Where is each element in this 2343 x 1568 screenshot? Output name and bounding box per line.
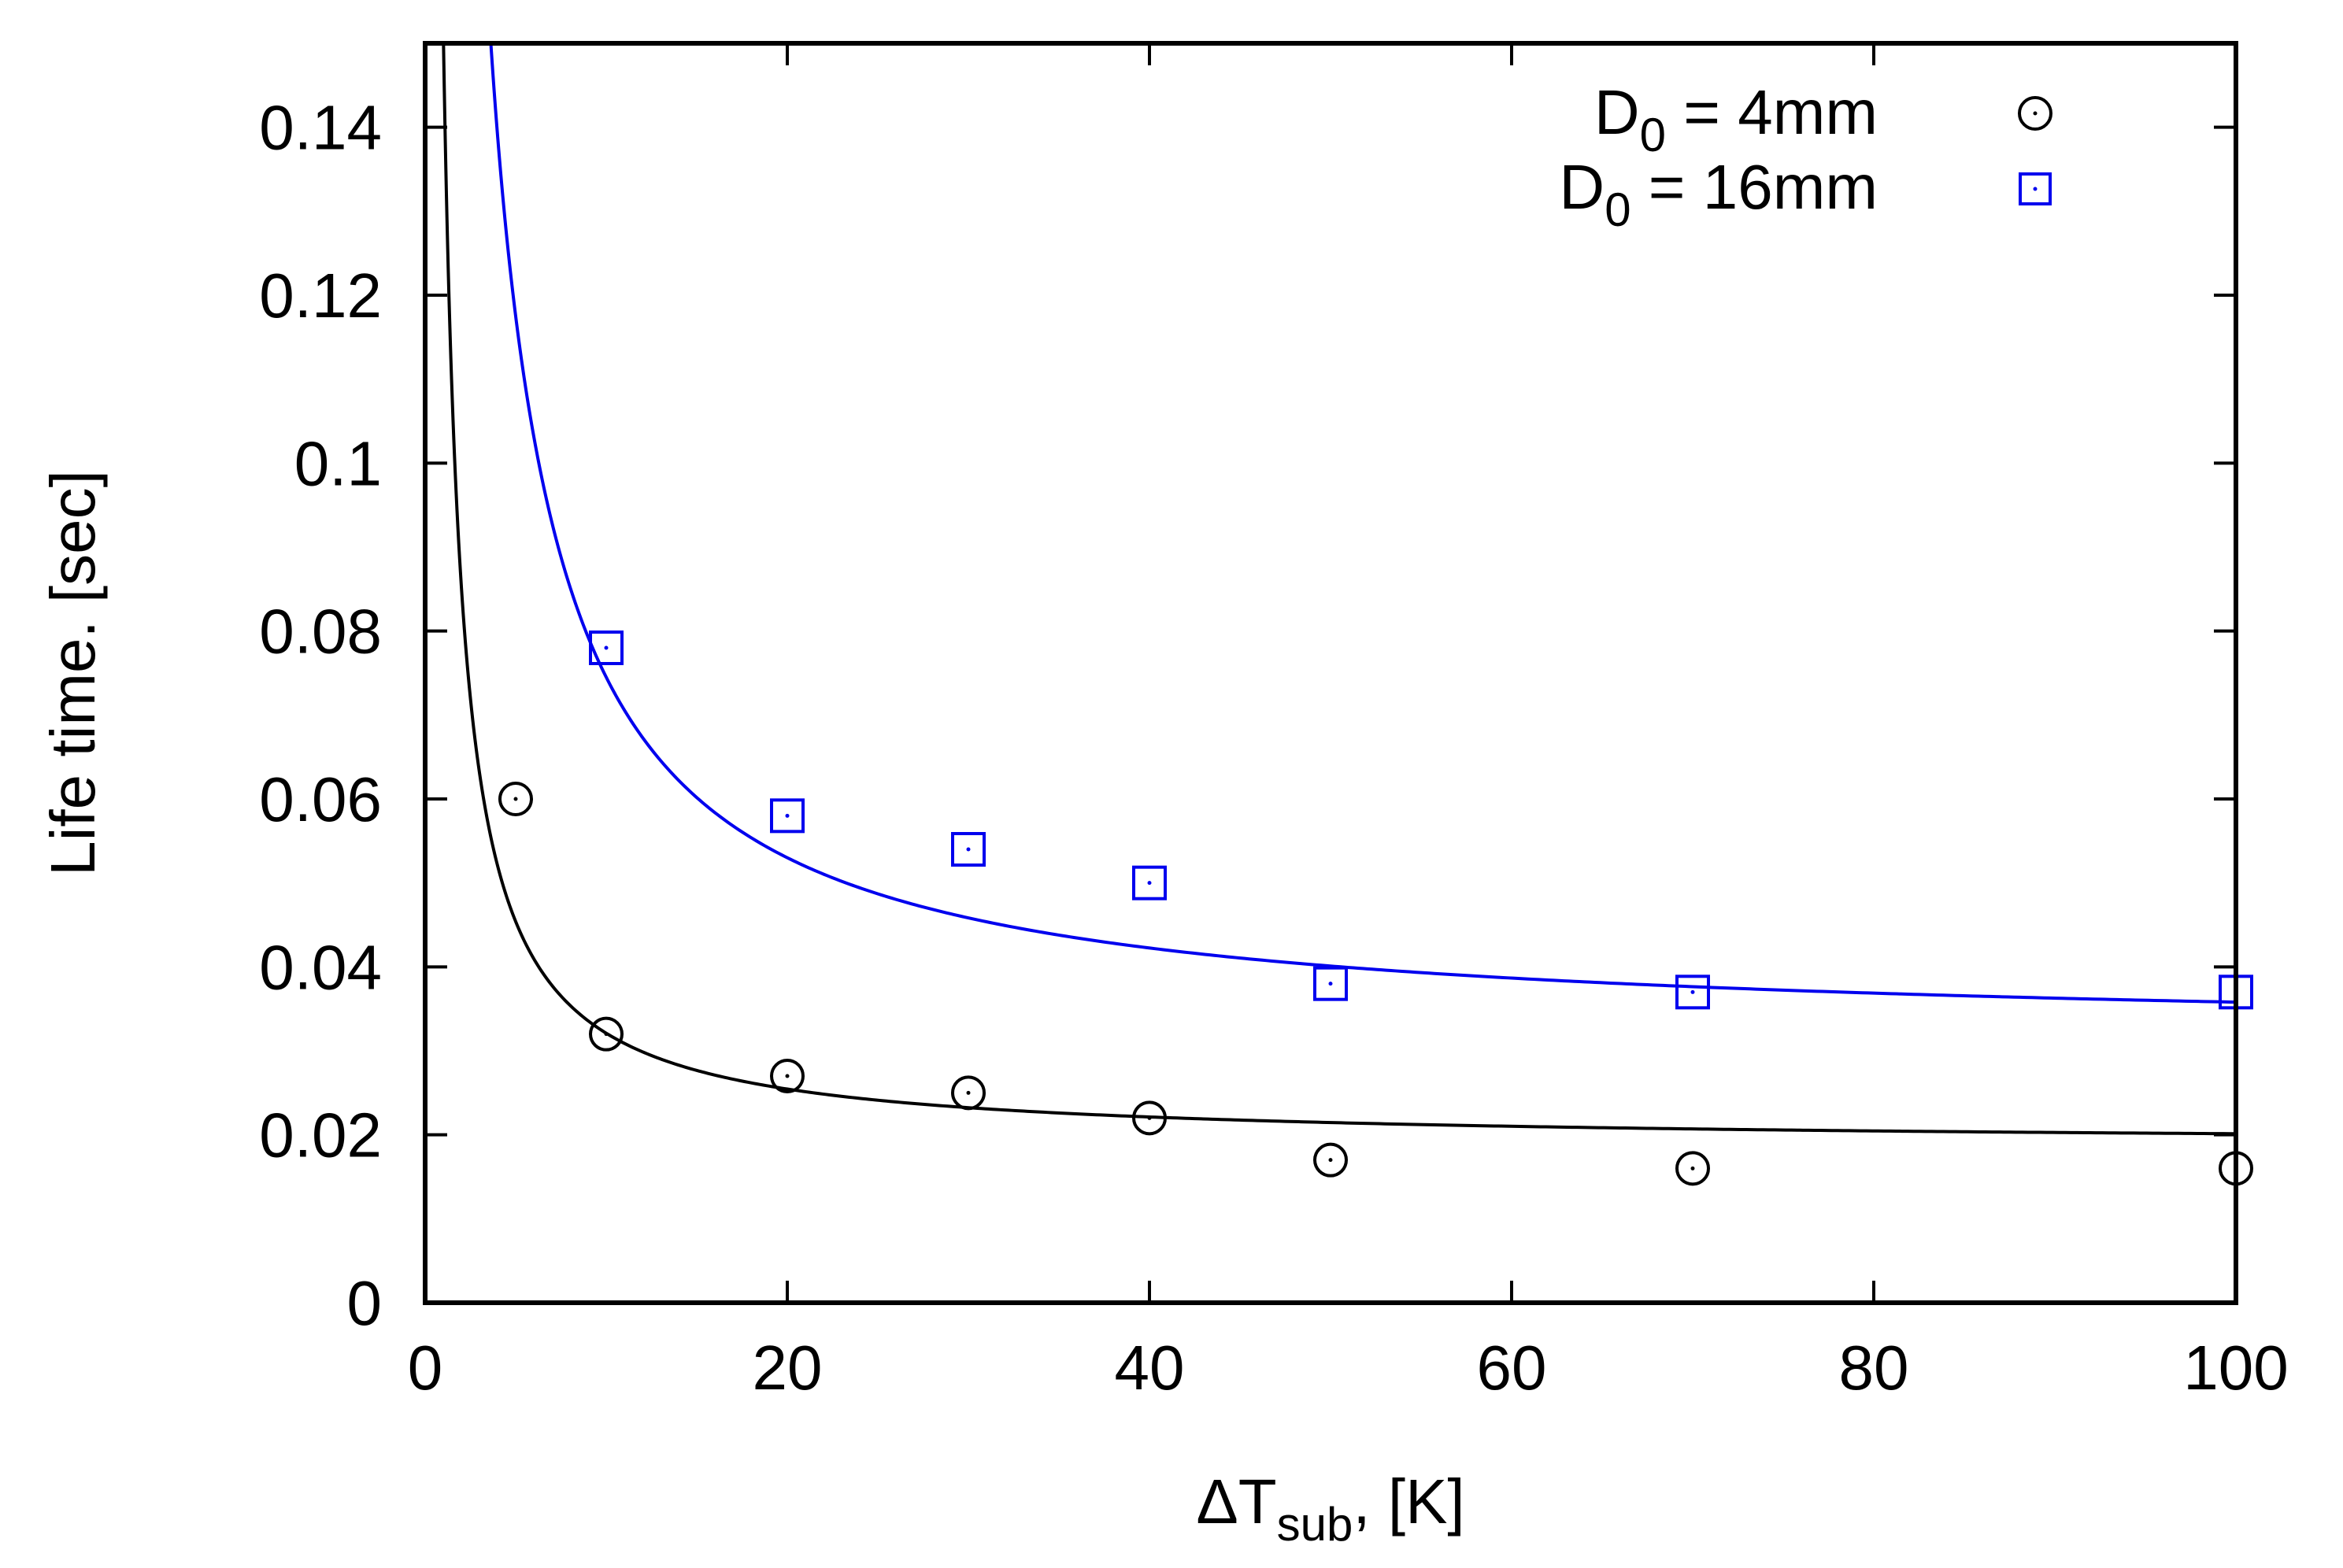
x-tick-label: 80 [1839,1333,1909,1403]
data-point-center-4mm [1147,1115,1152,1120]
legend-marker-4mm-dot [2033,111,2038,116]
x-tick-labels: 0 20 40 60 80 100 [408,1333,2289,1403]
y-tick-label: 0.1 [294,428,382,498]
data-point-center-16mm [785,813,790,818]
data-point-center-4mm [1690,1166,1695,1170]
x-tick-label: 60 [1477,1333,1547,1403]
data-point-center-16mm [966,847,971,852]
y-axis-label: Life time. [sec] [38,470,108,876]
data-point-16mm [1132,865,1167,900]
data-point-16mm [1675,974,1710,1010]
x-tick-label: 20 [753,1333,823,1403]
legend-marker-16mm [2019,172,2052,205]
x-tick-label: 40 [1115,1333,1185,1403]
data-point-4mm [498,782,533,816]
data-point-center-4mm [785,1074,790,1078]
y-tick-label: 0.02 [259,1100,382,1170]
data-points [498,631,2253,1186]
data-point-center-4mm [513,797,518,801]
y-tick-label: 0.08 [259,597,382,667]
y-tick-label: 0.12 [259,261,382,331]
axis-ticks [425,43,2236,1303]
data-point-center-16mm [1328,982,1333,986]
data-point-4mm [1132,1100,1167,1136]
fit-curves [442,43,2236,1136]
x-tick-label: 100 [2183,1333,2288,1403]
y-tick-labels: 0 0.02 0.04 0.06 0.08 0.1 0.12 0.14 [259,93,382,1338]
data-point-4mm [770,1059,805,1093]
legend-marker-16mm-dot [2033,187,2038,191]
data-point-center-16mm [604,645,609,650]
y-tick-label: 0.14 [259,93,382,163]
legend-label-4mm: D0 = 4mm [1594,77,1878,161]
data-point-16mm [589,631,624,665]
data-point-4mm [589,1016,624,1052]
data-point-center-4mm [604,1032,609,1037]
y-tick-label: 0.06 [259,764,382,834]
legend: D0 = 4mm D0 = 16mm [1559,77,2052,236]
plot-frame [423,41,2238,1305]
legend-label-16mm: D0 = 16mm [1559,152,1878,236]
fit-curve-16mm [489,43,2236,1004]
x-axis-label: ΔTsub, [K] [1196,1466,1464,1551]
legend-marker-4mm [2018,96,2052,131]
fit-curve-4mm [442,43,2236,1136]
data-point-center-16mm [1147,881,1152,886]
data-point-center-16mm [1690,989,1695,994]
data-point-4mm [1675,1151,1710,1186]
data-point-16mm [1313,966,1348,1001]
data-point-4mm [1313,1142,1348,1178]
x-tick-label: 0 [408,1333,443,1403]
y-tick-label: 0 [347,1268,383,1338]
data-point-16mm [951,832,986,867]
y-tick-label: 0.04 [259,932,382,1002]
data-point-center-4mm [1328,1158,1333,1163]
data-point-4mm [951,1075,986,1111]
data-point-center-4mm [966,1090,971,1095]
data-point-16mm [770,798,805,834]
